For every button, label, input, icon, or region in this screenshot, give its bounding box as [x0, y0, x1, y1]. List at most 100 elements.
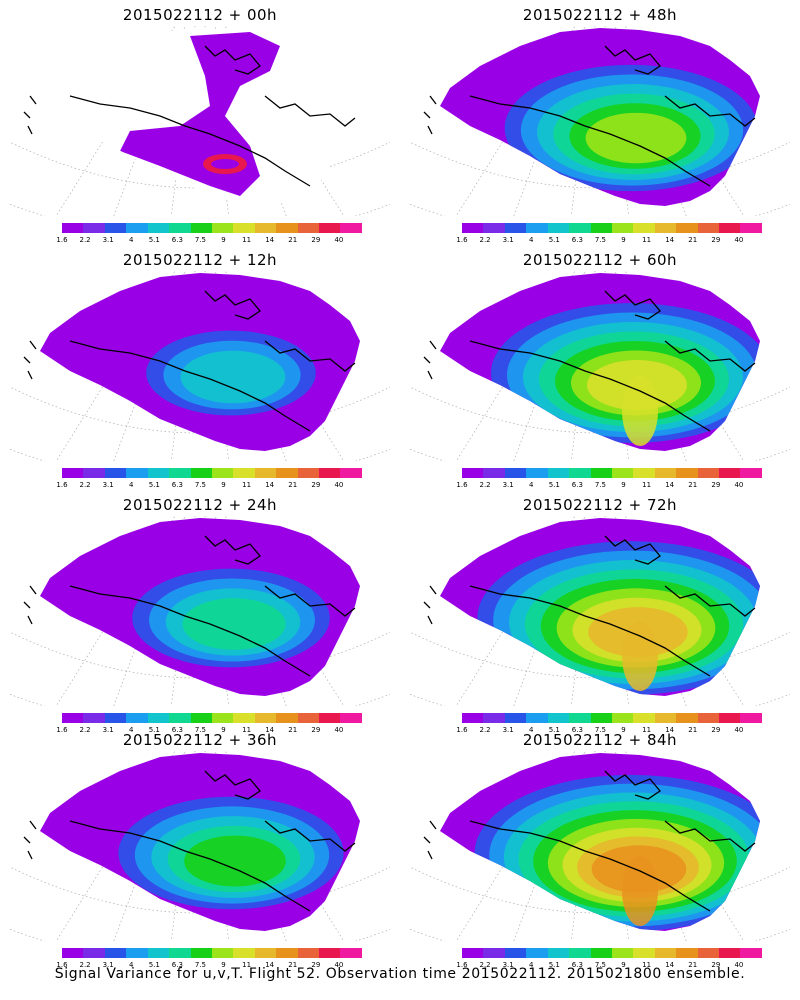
colorbar-swatch	[483, 223, 505, 233]
colorbar-swatch	[190, 948, 212, 958]
colorbar-swatch	[211, 948, 234, 958]
colorbar-swatch	[590, 468, 612, 478]
colorbar-tick-label: 2.2	[79, 236, 91, 244]
colorbar-ticks: 1.6 2.2 3.1 4 5.1 6.3 7.5 9 11 14 21 29 40	[456, 481, 762, 491]
colorbar-tick-label: 2.2	[479, 236, 491, 244]
colorbar-tick-label: 14	[665, 726, 675, 734]
colorbar-swatch	[276, 468, 298, 478]
colorbar-swatch	[83, 223, 105, 233]
map-panel: 2015022112 + 12h 1.6 2.2 3.1 4 5.1 6.3 7.5 9 11 14…	[0, 245, 400, 490]
colorbar-swatch	[297, 713, 320, 723]
colorbar-swatch	[276, 223, 298, 233]
panel-title: 2015022112 + 24h	[122, 496, 278, 514]
colorbar	[462, 713, 762, 723]
colorbar-tick-label: 3.1	[102, 726, 114, 734]
variance-field	[40, 273, 360, 451]
colorbar-tick-label: 9	[621, 236, 626, 244]
colorbar-tick-label: 40	[734, 481, 744, 489]
colorbar-swatch	[697, 948, 720, 958]
colorbar-tick-label: 14	[665, 481, 675, 489]
map-panel: 2015022112 + 48h 1.6 2.2 3.1 4 5.1 6.3 7.5 9 11 14…	[400, 0, 800, 245]
colorbar-tick-label: 29	[711, 726, 721, 734]
colorbar-swatch	[276, 948, 298, 958]
colorbar-swatch	[62, 223, 84, 233]
colorbar-swatch	[483, 713, 505, 723]
colorbar-tick-label: 9	[621, 961, 626, 969]
coastline	[423, 770, 756, 912]
colorbar-swatch	[233, 468, 255, 478]
colorbar-tick-label: 3.1	[502, 726, 514, 734]
colorbar-tick-label: 5.1	[548, 481, 560, 489]
colorbar-swatch	[147, 468, 170, 478]
map-panel: 2015022112 + 60h 1.6 2.2 3.1 4 5.1 6.3 7.5 9 11 14…	[400, 245, 800, 490]
colorbar-swatch	[526, 468, 548, 478]
colorbar-tick-label: 7.5	[594, 236, 607, 244]
colorbar-swatch	[740, 713, 762, 723]
colorbar-swatch	[719, 713, 741, 723]
colorbar-tick-label: 1.6	[56, 961, 68, 969]
colorbar-tick-label: 2.2	[479, 481, 491, 489]
colorbar-swatch	[169, 468, 191, 478]
colorbar-tick-label: 6.3	[571, 961, 583, 969]
colorbar-swatch	[654, 948, 677, 958]
colorbar	[62, 713, 362, 723]
colorbar-swatch	[719, 223, 741, 233]
variance-field	[440, 518, 760, 696]
colorbar-swatch	[740, 948, 762, 958]
colorbar-tick-label: 11	[242, 726, 252, 734]
colorbar-swatch	[104, 223, 127, 233]
colorbar-tick-label: 7.5	[194, 961, 207, 969]
variance-field	[440, 753, 760, 931]
colorbar-swatch	[104, 948, 127, 958]
colorbar-tick-label: 4	[128, 481, 134, 489]
colorbar-tick-label: 4	[528, 961, 534, 969]
colorbar-swatch	[62, 713, 84, 723]
variance-field	[40, 28, 360, 206]
variance-map	[10, 751, 390, 941]
colorbar-tick-label: 5.1	[148, 726, 160, 734]
colorbar-tick-label: 1.6	[456, 481, 468, 489]
colorbar-swatch	[297, 948, 320, 958]
colorbar-swatch	[319, 468, 341, 478]
colorbar-ticks: 1.6 2.2 3.1 4 5.1 6.3 7.5 9 11 14 21 29 40	[456, 236, 762, 246]
colorbar-swatch	[611, 468, 634, 478]
colorbar-tick-label: 9	[621, 481, 626, 489]
colorbar-tick-label: 40	[734, 726, 744, 734]
variance-field	[440, 28, 760, 206]
colorbar-tick-label: 5.1	[148, 236, 160, 244]
colorbar-swatch	[569, 948, 591, 958]
colorbar-tick-label: 9	[621, 726, 626, 734]
panel-title: 2015022112 + 12h	[122, 251, 278, 269]
colorbar-tick-label: 11	[642, 236, 652, 244]
colorbar-tick-label: 7.5	[194, 236, 207, 244]
colorbar-swatch	[611, 948, 634, 958]
colorbar-tick-label: 4	[528, 236, 534, 244]
map-panel: 2015022112 + 00h 1.6 2.2 3.1 4 5.1 6.3 7.5 9 11 14…	[0, 0, 400, 245]
colorbar-swatch	[611, 713, 634, 723]
colorbar-tick-label: 2.2	[479, 961, 491, 969]
colorbar-swatch	[526, 948, 548, 958]
colorbar-tick-label: 1.6	[456, 961, 468, 969]
colorbar-tick-label: 11	[242, 236, 252, 244]
colorbar-tick-label: 5.1	[148, 481, 160, 489]
panel-title: 2015022112 + 36h	[122, 731, 278, 749]
colorbar-ticks: 1.6 2.2 3.1 4 5.1 6.3 7.5 9 11 14 21 29 40	[56, 961, 362, 971]
colorbar-swatch	[590, 713, 612, 723]
colorbar-swatch	[676, 223, 698, 233]
colorbar-tick-label: 11	[642, 481, 652, 489]
colorbar-tick-label: 2.2	[79, 726, 91, 734]
map-panel: 2015022112 + 36h 1.6 2.2 3.1 4 5.1 6.3 7.5 9 11 14…	[0, 725, 400, 970]
panel-title: 2015022112 + 72h	[522, 496, 678, 514]
colorbar	[462, 223, 762, 233]
colorbar-tick-label: 3.1	[102, 961, 114, 969]
colorbar-tick-label: 3.1	[502, 961, 514, 969]
colorbar-swatch	[504, 948, 527, 958]
colorbar-swatch	[719, 468, 741, 478]
colorbar-swatch	[590, 223, 612, 233]
colorbar-swatch	[126, 713, 148, 723]
colorbar-swatch	[233, 948, 255, 958]
colorbar-tick-label: 21	[288, 481, 298, 489]
colorbar-swatch	[169, 223, 191, 233]
colorbar-swatch	[633, 223, 655, 233]
panel-title: 2015022112 + 84h	[522, 731, 678, 749]
